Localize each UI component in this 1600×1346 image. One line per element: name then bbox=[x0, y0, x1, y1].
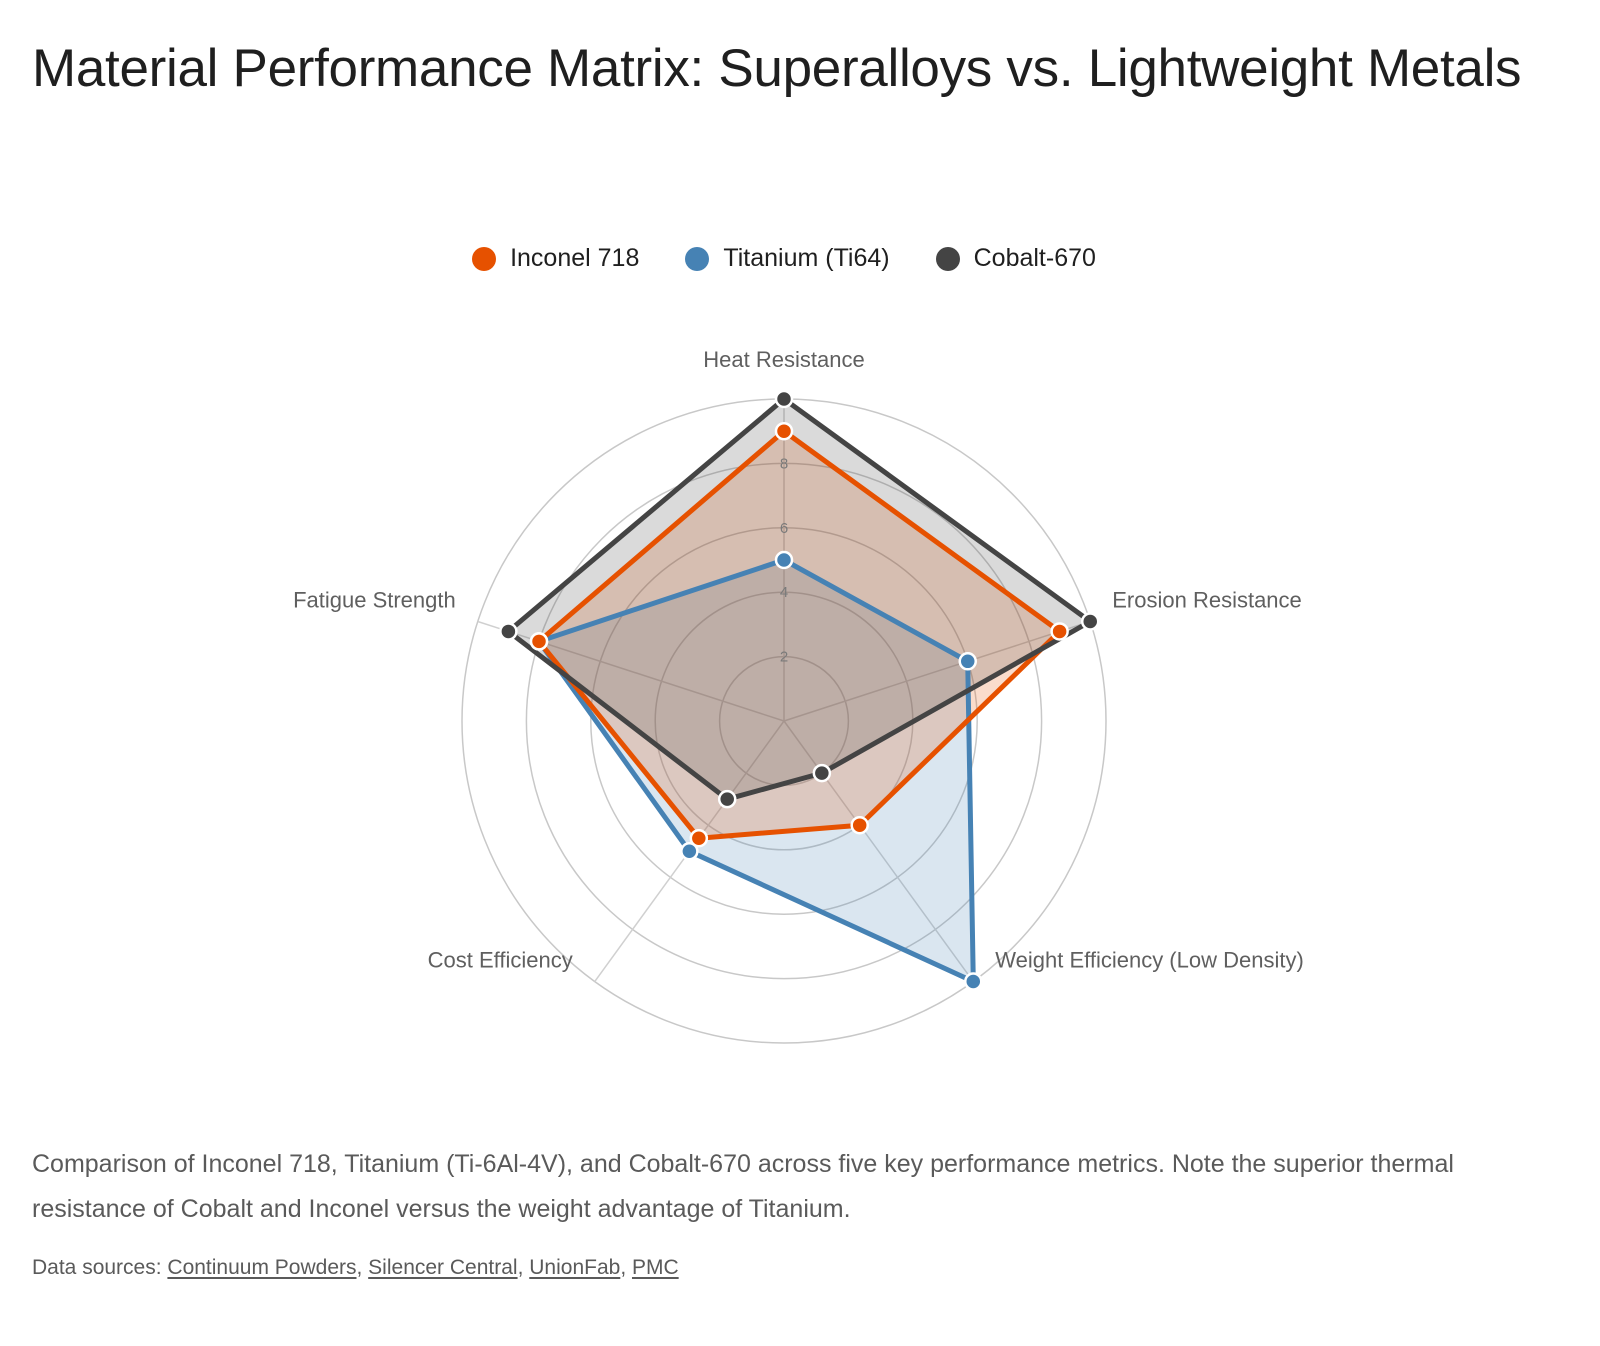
point-inconel-718-heat-resistance[interactable] bbox=[774, 421, 794, 441]
point-titanium-ti64-cost-efficiency[interactable] bbox=[680, 842, 699, 861]
radar-chart-area: 2 4 6 8 Heat Resistance Erosion Resistance We… bbox=[0, 300, 1568, 1100]
point-titanium-ti64-heat-resistance[interactable] bbox=[774, 550, 794, 570]
radar-points bbox=[499, 389, 1100, 991]
legend-swatch-titanium bbox=[685, 246, 710, 271]
point-cobalt-670-cost-efficiency[interactable] bbox=[717, 789, 737, 809]
source-link-unionfab[interactable]: UnionFab bbox=[529, 1256, 621, 1279]
line-titanium-ti64 bbox=[536, 557, 976, 984]
axis-label-fatigue-strength: Fatigue Strength bbox=[293, 587, 456, 612]
point-cobalt-670-heat-resistance[interactable] bbox=[774, 389, 794, 409]
legend-item-titanium[interactable]: Titanium (Ti64) bbox=[685, 244, 890, 273]
area-cobalt-670 bbox=[508, 399, 1091, 800]
legend-swatch-cobalt bbox=[935, 246, 960, 271]
tick-label-4: 4 bbox=[780, 584, 788, 601]
point-inconel-718-fatigue-strength[interactable] bbox=[529, 632, 549, 651]
legend-label-cobalt: Cobalt-670 bbox=[973, 244, 1096, 272]
axis-label-erosion-resistance: Erosion Resistance bbox=[1112, 587, 1302, 612]
radar-chart: 2 4 6 8 Heat Resistance Erosion Resistance We… bbox=[293, 347, 1304, 1044]
radar-axis-labels: Heat Resistance Erosion Resistance Weight … bbox=[293, 347, 1304, 973]
chart-legend: Inconel 718 Titanium (Ti64) Cobalt-670 bbox=[0, 244, 1568, 273]
radar-ticks: 2 4 6 8 bbox=[780, 455, 788, 665]
source-link-continuum-powders[interactable]: Continuum Powders bbox=[167, 1256, 357, 1279]
chart-title: Material Performance Matrix: Superalloys… bbox=[32, 39, 1522, 98]
radar-lines bbox=[505, 396, 1093, 984]
tick-label-6: 6 bbox=[780, 520, 788, 537]
spoke-fatigue-strength bbox=[477, 620, 785, 722]
point-titanium-ti64-weight-efficiency-low-density[interactable] bbox=[964, 972, 983, 991]
axis-label-weight-efficiency-low-density: Weight Efficiency (Low Density) bbox=[995, 948, 1304, 973]
point-cobalt-670-weight-efficiency-low-density[interactable] bbox=[812, 763, 832, 783]
point-cobalt-670-erosion-resistance[interactable] bbox=[1080, 612, 1100, 631]
tick-label-8: 8 bbox=[780, 455, 788, 472]
legend-label-inconel: Inconel 718 bbox=[510, 244, 640, 272]
data-sources: Data sources: Continuum Powders, Silence… bbox=[32, 1256, 679, 1279]
area-titanium-ti64 bbox=[539, 560, 974, 982]
line-inconel-718 bbox=[536, 428, 1063, 841]
legend-item-cobalt[interactable]: Cobalt-670 bbox=[935, 244, 1096, 273]
legend-item-inconel[interactable]: Inconel 718 bbox=[472, 244, 639, 273]
point-cobalt-670-fatigue-strength[interactable] bbox=[499, 622, 518, 641]
chart-caption: Comparison of Inconel 718, Titanium (Ti-… bbox=[32, 1150, 1454, 1223]
point-titanium-ti64-erosion-resistance[interactable] bbox=[958, 652, 977, 671]
spoke-weight-efficiency-low-density bbox=[783, 720, 974, 982]
source-link-silencer-central[interactable]: Silencer Central bbox=[368, 1256, 518, 1279]
source-link-pmc[interactable]: PMC bbox=[631, 1256, 679, 1279]
tick-label-2: 2 bbox=[780, 649, 788, 666]
spoke-erosion-resistance bbox=[783, 620, 1091, 722]
legend-label-titanium: Titanium (Ti64) bbox=[723, 244, 890, 272]
line-cobalt-670 bbox=[505, 396, 1093, 802]
axis-label-heat-resistance: Heat Resistance bbox=[703, 347, 864, 372]
sources-prefix: Data sources: bbox=[32, 1256, 168, 1279]
legend-swatch-inconel bbox=[472, 246, 497, 271]
point-inconel-718-weight-efficiency-low-density[interactable] bbox=[850, 815, 869, 835]
radar-areas bbox=[508, 399, 1091, 982]
axis-label-cost-efficiency: Cost Efficiency bbox=[428, 948, 573, 973]
point-inconel-718-cost-efficiency[interactable] bbox=[689, 828, 709, 848]
point-inconel-718-erosion-resistance[interactable] bbox=[1050, 622, 1069, 641]
